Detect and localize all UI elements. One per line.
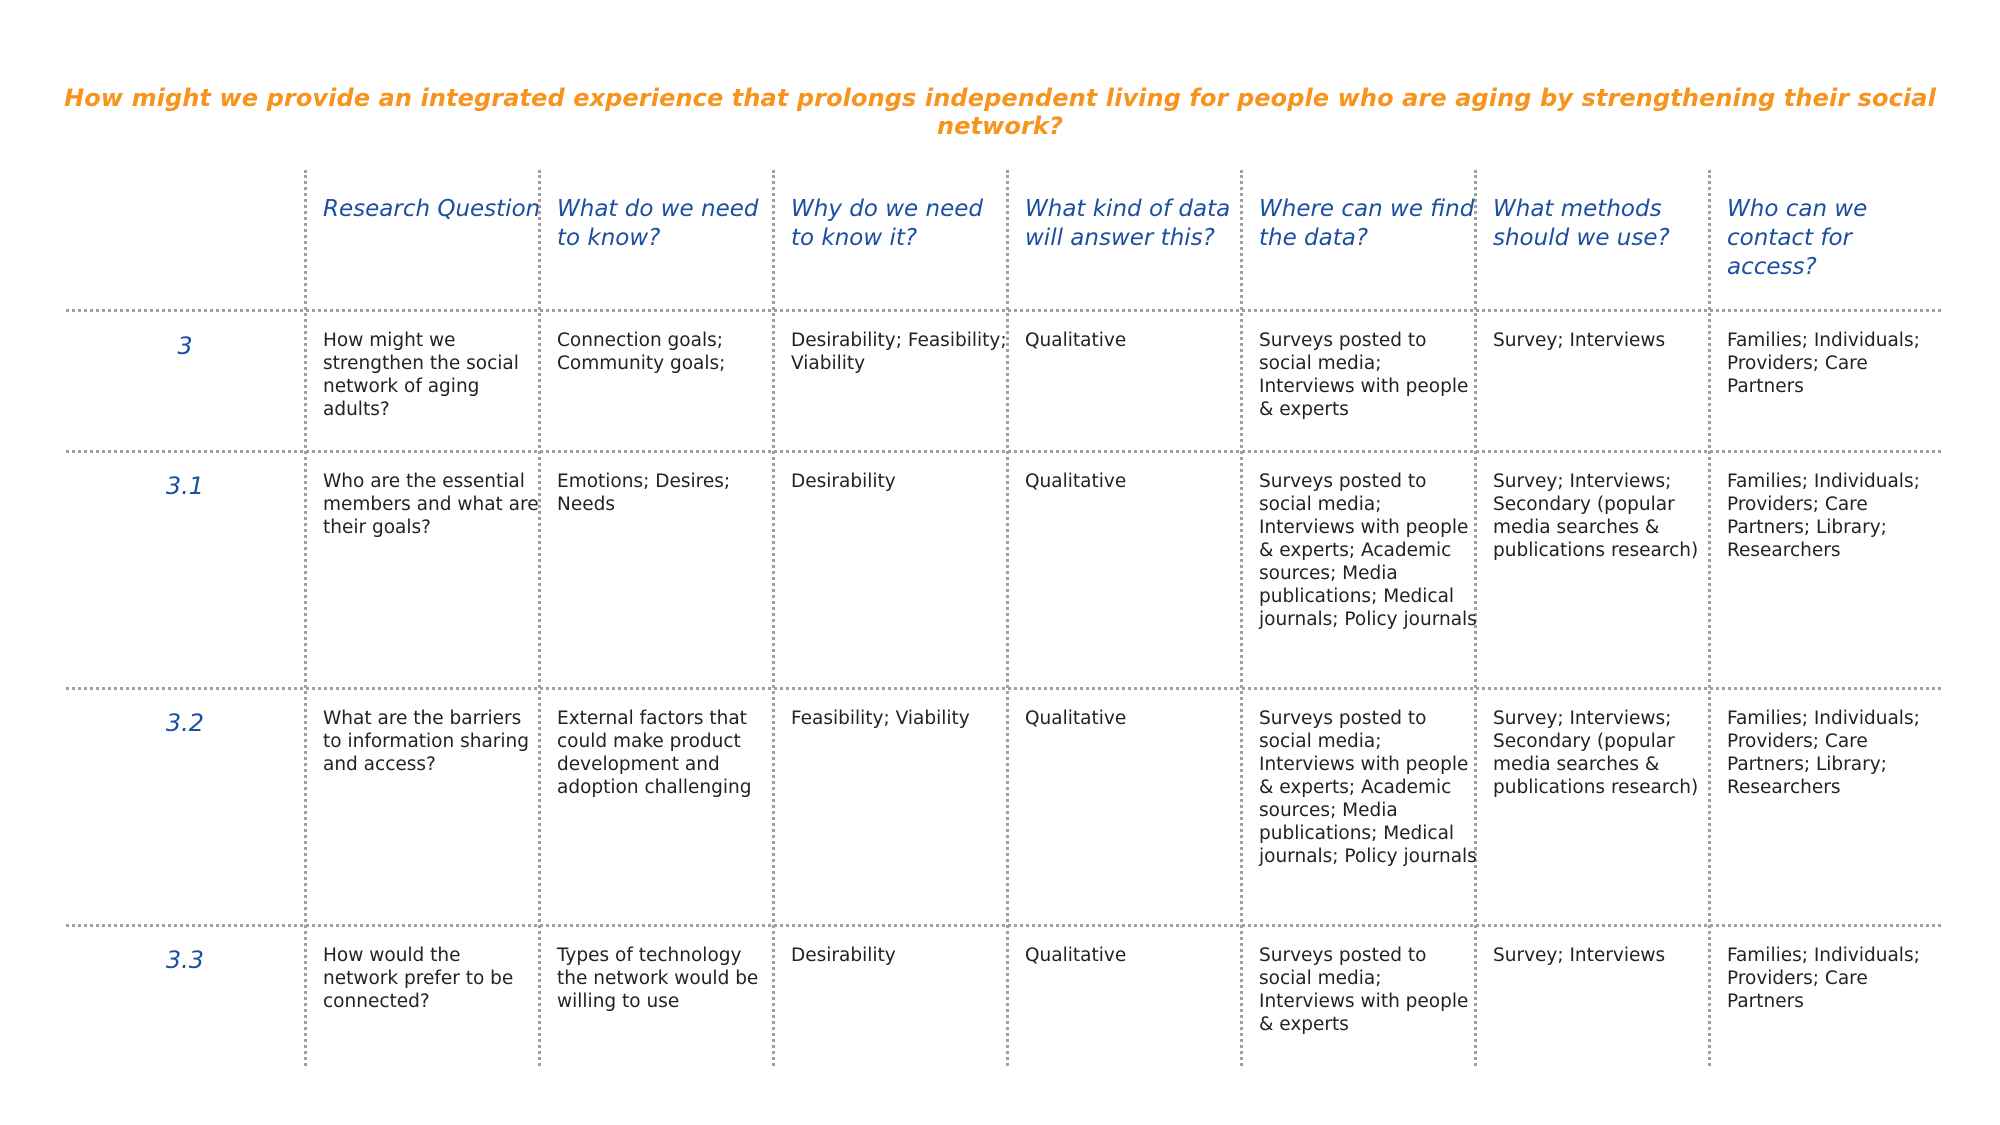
cell-contacts: Families; Individuals; Providers; Care P… [1727, 945, 1920, 1012]
cell-what-to-know: Connection goals; Community goals; [557, 330, 726, 374]
cell-data-source: Surveys posted to social media; Intervie… [1259, 471, 1477, 630]
cell-data-source: Surveys posted to social media; Intervie… [1259, 330, 1469, 420]
cell-data-kind: Qualitative [1025, 945, 1127, 966]
cell-research-question: What are the barriers to information sha… [323, 708, 530, 775]
header-methods: What methods should we use? [1493, 196, 1670, 251]
header-data-kind: What kind of data will answer this? [1025, 196, 1231, 251]
cell-what-to-know: External factors that could make product… [557, 708, 752, 798]
column-divider [1240, 170, 1243, 1066]
header-contacts: Who can we contact for access? [1727, 196, 1868, 280]
row-label: 3.1 [165, 472, 205, 500]
cell-why-know: Feasibility; Viability [791, 708, 970, 729]
cell-data-kind: Qualitative [1025, 708, 1127, 729]
column-divider [1708, 170, 1711, 1066]
row-divider [66, 687, 1941, 690]
column-divider [772, 170, 775, 1066]
cell-why-know: Desirability; Feasibility; Viability [791, 330, 1007, 374]
cell-data-source: Surveys posted to social media; Intervie… [1259, 708, 1477, 867]
cell-methods: Survey; Interviews; Secondary (popular m… [1493, 708, 1699, 798]
cell-methods: Survey; Interviews [1493, 330, 1666, 351]
row-label: 3.2 [165, 709, 205, 737]
row-label: 3.3 [165, 946, 205, 974]
cell-methods: Survey; Interviews; Secondary (popular m… [1493, 471, 1699, 561]
column-divider [1474, 170, 1477, 1066]
cell-methods: Survey; Interviews [1493, 945, 1666, 966]
cell-data-kind: Qualitative [1025, 330, 1127, 351]
row-divider [66, 309, 1941, 312]
header-why-know: Why do we need to know it? [791, 196, 983, 251]
cell-research-question: Who are the essential members and what a… [323, 471, 539, 538]
header-what-to-know: What do we need to know? [557, 196, 759, 251]
cell-contacts: Families; Individuals; Providers; Care P… [1727, 471, 1920, 561]
row-divider [66, 924, 1941, 927]
cell-research-question: How would the network prefer to be conne… [323, 945, 514, 1012]
cell-contacts: Families; Individuals; Providers; Care P… [1727, 330, 1920, 397]
column-divider [538, 170, 541, 1066]
header-data-source: Where can we find the data? [1259, 196, 1475, 251]
page-title: How might we provide an integrated exper… [64, 84, 1936, 140]
cell-what-to-know: Types of technology the network would be… [557, 945, 759, 1012]
column-divider [304, 170, 307, 1066]
cell-contacts: Families; Individuals; Providers; Care P… [1727, 708, 1920, 798]
cell-why-know: Desirability [791, 471, 896, 492]
cell-data-kind: Qualitative [1025, 471, 1127, 492]
cell-data-source: Surveys posted to social media; Intervie… [1259, 945, 1469, 1035]
column-divider [1006, 170, 1009, 1066]
cell-why-know: Desirability [791, 945, 896, 966]
row-label: 3 [177, 332, 193, 360]
cell-what-to-know: Emotions; Desires; Needs [557, 471, 731, 515]
cell-research-question: How might we strengthen the social netwo… [323, 330, 519, 420]
header-research-question: Research Question [323, 196, 541, 222]
row-divider [66, 450, 1941, 453]
